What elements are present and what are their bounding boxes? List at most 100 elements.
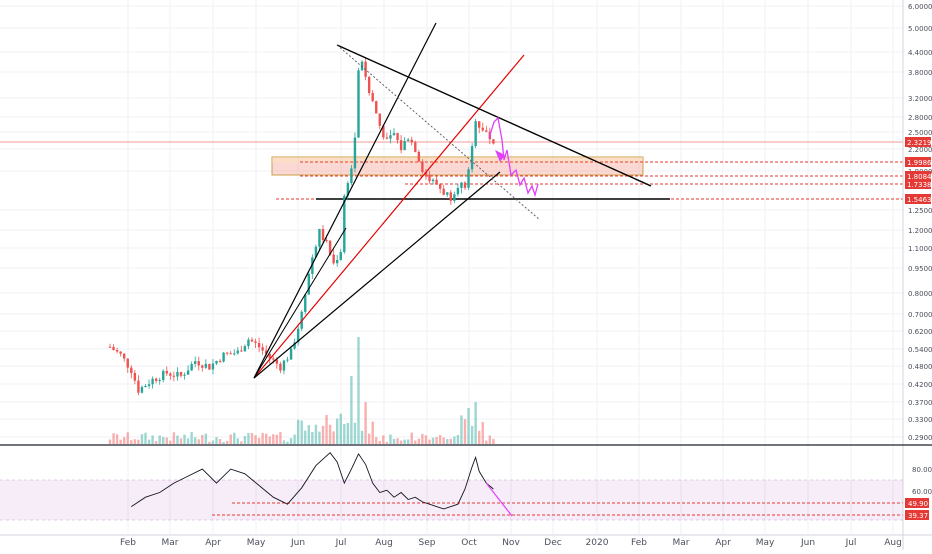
volume-bar [474, 402, 477, 444]
volume-bar [456, 434, 460, 444]
candle-body [240, 350, 243, 352]
x-tick-label: Sep [419, 538, 436, 548]
volume-bar [169, 440, 172, 444]
volume-bar [282, 440, 286, 444]
y-tick-label: 0.2900 [908, 434, 932, 442]
volume-bar [321, 425, 325, 444]
volume-bar [250, 433, 254, 444]
x-tick-label: Mar [673, 538, 690, 548]
volume-bar [137, 439, 140, 444]
candle-body [162, 370, 165, 381]
candle-body [169, 373, 172, 376]
volume-bar [275, 434, 279, 444]
volume-bar [119, 439, 122, 444]
volume-bar [407, 439, 410, 444]
price-tag-label: 1.5463 [907, 196, 932, 204]
volume-bar [414, 440, 417, 444]
descending-resistance [336, 44, 652, 187]
x-tick-label: 2020 [586, 538, 609, 548]
x-tick-label: Nov [502, 538, 520, 548]
y-tick-label: 2.2000 [908, 146, 932, 154]
volume-bar [215, 437, 218, 444]
candle-body [236, 350, 239, 354]
volume-bar [162, 437, 165, 444]
volume-bar [201, 435, 204, 444]
candle-body [417, 151, 421, 162]
volume-bar [449, 438, 452, 444]
candle-body [296, 328, 300, 343]
volume-bar [165, 437, 168, 444]
candle-body [190, 363, 193, 371]
y-tick-label: 3.2000 [908, 95, 932, 103]
candle-body [463, 182, 467, 188]
y-tick-label: 0.4200 [908, 381, 932, 389]
candle-body [481, 127, 484, 131]
candle-body [321, 228, 325, 241]
volume-bar [353, 422, 357, 444]
candle-body [421, 161, 424, 172]
x-tick-label: Jul [335, 538, 347, 548]
candle-body [332, 254, 335, 264]
y-tick-label: 0.4800 [908, 363, 932, 371]
candle-body [144, 386, 147, 388]
volume-bar [438, 435, 442, 444]
volume-bar [133, 439, 137, 444]
y-tick-label: 2.5000 [908, 129, 932, 137]
volume-bar [478, 430, 481, 444]
candle-body [272, 358, 275, 360]
candle-body [339, 252, 342, 260]
x-tick-label: Aug [375, 538, 393, 548]
volume-bar [140, 434, 144, 444]
candle-body [194, 361, 197, 364]
volume-bar [279, 432, 282, 444]
volume-bar [229, 434, 232, 444]
candle-body [392, 133, 396, 136]
candle-body [261, 347, 264, 351]
y-tick-label: 4.4000 [908, 49, 932, 57]
volume-bar [364, 402, 367, 444]
candle-body [410, 139, 413, 143]
candle-body [151, 378, 154, 385]
volume-bar [421, 433, 424, 444]
volume-bar [367, 433, 371, 444]
candle-body [492, 139, 495, 144]
y-tick-label: 6.0000 [908, 3, 932, 11]
candle-body [176, 371, 179, 377]
rsi-tick-label: 80.00 [912, 466, 932, 474]
volume-bar [176, 435, 179, 444]
candle-body [336, 259, 339, 264]
volume-bar [492, 439, 495, 444]
candle-body [130, 367, 133, 374]
volume-bar [318, 431, 321, 444]
volume-bar [300, 420, 303, 444]
candle-body [375, 101, 378, 114]
candle-body [407, 139, 410, 142]
volume-bar [339, 413, 342, 444]
candle-body [474, 121, 477, 147]
candle-body [229, 353, 232, 355]
candle-body [215, 360, 218, 364]
volume-bar [154, 441, 158, 444]
price-tag-bg [905, 157, 931, 167]
volume-bar [194, 437, 197, 444]
rsi-tag-bg [905, 510, 929, 520]
rsi-line [131, 452, 494, 510]
volume-bar [435, 437, 438, 444]
candle-body [158, 380, 161, 382]
rsi-tick-label: 60.00 [912, 488, 932, 496]
volume-bar [261, 432, 264, 444]
volume-bar [115, 434, 119, 444]
candle-body [357, 70, 360, 138]
candle-body [304, 294, 307, 312]
fan-line-inner [253, 227, 347, 379]
volume-bar [392, 438, 396, 444]
volume-bar [442, 437, 445, 444]
candle-body [257, 342, 261, 348]
y-tick-label: 1.1000 [908, 245, 932, 253]
candle-body [197, 361, 200, 366]
candle-body [307, 273, 310, 295]
price-tag-label: 2.3219 [907, 139, 932, 147]
volume-bar [190, 432, 193, 444]
volume-bar [396, 438, 399, 444]
